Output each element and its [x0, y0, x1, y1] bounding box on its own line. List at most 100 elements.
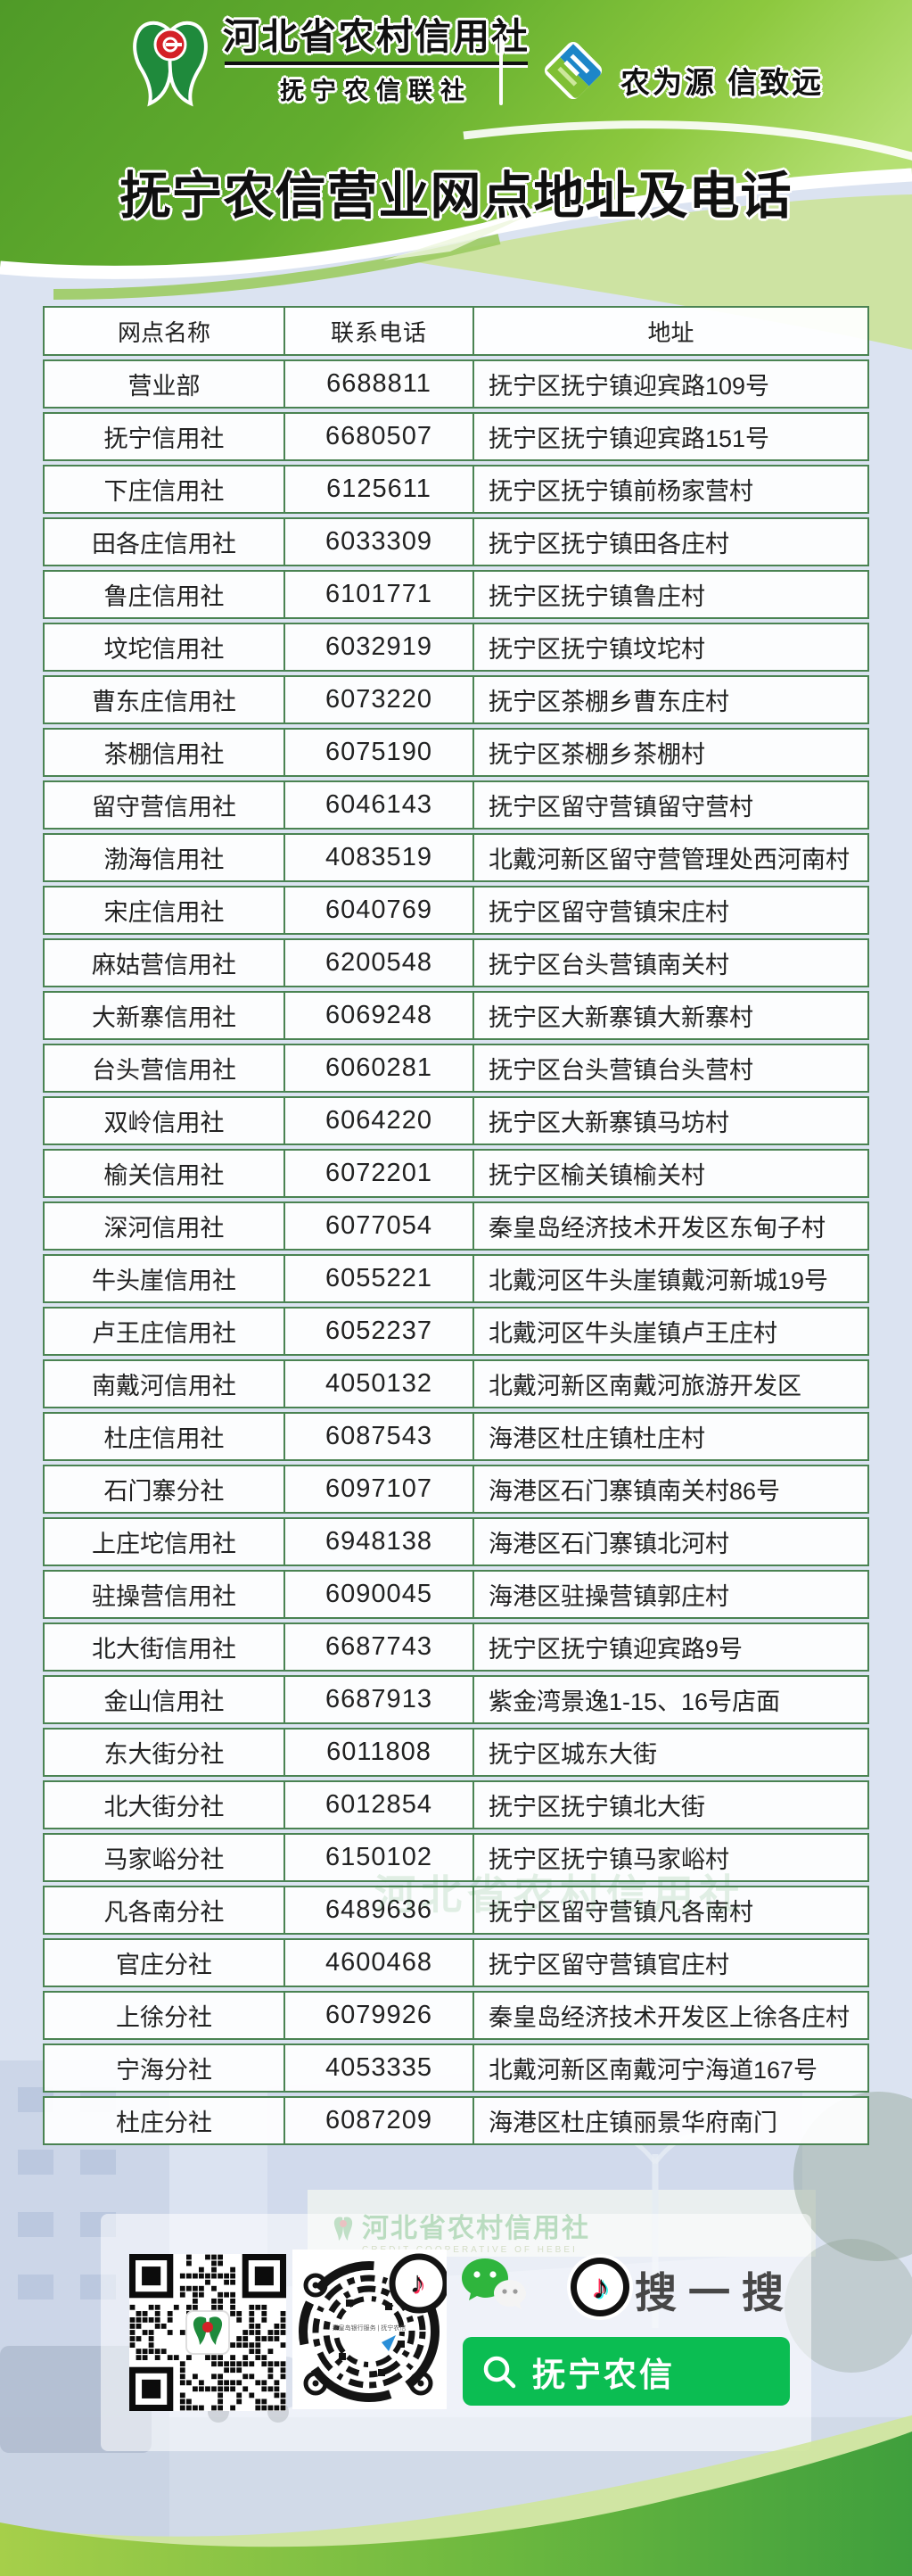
phone-cell: 6011808 — [283, 1730, 474, 1775]
address-cell: 北戴河新区南戴河旅游开发区 — [489, 1373, 801, 1399]
branch-name-cell: 牛头崖信用社 — [92, 1267, 236, 1294]
search-input[interactable]: 抚宁农信 — [463, 2337, 790, 2406]
branch-name-cell: 驻操营信用社 — [92, 1583, 236, 1610]
address-cell: 抚宁区抚宁镇坟坨村 — [489, 636, 705, 663]
branch-name-cell: 马家峪分社 — [103, 1846, 225, 1873]
address-cell: 抚宁区抚宁镇田各庄村 — [489, 531, 729, 557]
table-body: 营业部 6688811 抚宁区抚宁镇迎宾路109号 抚宁信用社 6680507 抚宁区抚宁… — [43, 359, 869, 2145]
search-icon — [483, 2356, 516, 2388]
phone-cell: 4600468 — [283, 1940, 474, 1986]
table-row: 坟坨信用社 6032919 抚宁区抚宁镇坟坨村 — [43, 623, 869, 672]
svg-text:秦皇岛银行服务 | 抚宁农信: 秦皇岛银行服务 | 抚宁农信 — [333, 2324, 407, 2332]
address-cell: 抚宁区抚宁镇前杨家营村 — [489, 478, 753, 505]
brand-slogan: 农为源 信致远 — [620, 66, 825, 99]
branch-name-cell: 台头营信用社 — [92, 1057, 236, 1084]
table-row: 大新寨信用社 6069248 抚宁区大新寨镇大新寨村 — [43, 991, 869, 1040]
table-row: 渤海信用社 4083519 北戴河新区留守营管理处西河南村 — [43, 833, 869, 882]
svg-text:♪: ♪ — [595, 2270, 612, 2308]
address-cell: 抚宁区大新寨镇大新寨村 — [489, 1004, 753, 1031]
table-row: 上徐分社 6079926 秦皇岛经济技术开发区上徐各庄村 — [43, 1991, 869, 2040]
branch-name-cell: 茶棚信用社 — [103, 741, 225, 768]
branch-name-cell: 宁海分社 — [116, 2057, 212, 2084]
address-cell: 抚宁区台头营镇南关村 — [489, 952, 729, 978]
address-cell: 海港区石门寨镇北河村 — [489, 1531, 729, 1557]
address-cell: 抚宁区抚宁镇北大街 — [489, 1794, 705, 1821]
svg-text:♪: ♪ — [591, 2268, 608, 2306]
branch-name-cell: 杜庄信用社 — [103, 1425, 225, 1452]
svg-text:♪: ♪ — [410, 2266, 425, 2299]
table-row: 营业部 6688811 抚宁区抚宁镇迎宾路109号 — [43, 359, 869, 409]
branch-name-cell: 凡各南分社 — [103, 1899, 225, 1926]
address-cell: 抚宁区茶棚乡曹东庄村 — [489, 689, 729, 715]
col-header-branch: 网点名称 — [117, 318, 210, 346]
branch-name-cell: 坟坨信用社 — [103, 636, 225, 663]
table-row: 石门寨分社 6097107 海港区石门寨镇南关村86号 — [43, 1465, 869, 1514]
table-row: 杜庄分社 6087209 海港区杜庄镇丽景华府南门 — [43, 2096, 869, 2145]
table-row: 官庄分社 4600468 抚宁区留守营镇官庄村 — [43, 1938, 869, 1987]
branch-name-cell: 渤海信用社 — [103, 846, 225, 873]
address-cell: 抚宁区留守营镇宋庄村 — [489, 899, 729, 926]
header-right-logo-group: 农为源 信致远 — [538, 36, 824, 105]
table-row: 北大街信用社 6687743 抚宁区抚宁镇迎宾路9号 — [43, 1622, 869, 1672]
address-cell: 抚宁区抚宁镇迎宾路109号 — [489, 373, 770, 400]
search-input-value: 抚宁农信 — [532, 2356, 675, 2393]
table-row: 东大街分社 6011808 抚宁区城东大街 — [43, 1728, 869, 1777]
table-row: 茶棚信用社 6075190 抚宁区茶棚乡茶棚村 — [43, 728, 869, 777]
bottom-wave-art — [0, 2415, 912, 2576]
address-cell: 北戴河新区南戴河宁海道167号 — [489, 2057, 818, 2084]
address-cell: 抚宁区留守营镇留守营村 — [489, 794, 753, 821]
phone-cell: 6687743 — [283, 1624, 474, 1670]
address-cell: 海港区驻操营镇郭庄村 — [489, 1583, 729, 1610]
org-title: 河北省农村信用社 — [223, 16, 530, 57]
branch-name-cell: 金山信用社 — [103, 1688, 225, 1715]
address-cell: 抚宁区抚宁镇迎宾路9号 — [489, 1636, 744, 1663]
address-cell: 抚宁区城东大街 — [489, 1741, 657, 1768]
branch-name-cell: 上徐分社 — [116, 2004, 212, 2031]
phone-cell: 6033309 — [283, 519, 474, 565]
phone-cell: 6060281 — [283, 1045, 474, 1091]
branch-name-cell: 宋庄信用社 — [103, 899, 225, 926]
branch-name-cell: 上庄坨信用社 — [92, 1531, 236, 1557]
branch-name-cell: 东大街分社 — [103, 1741, 225, 1768]
branch-name-cell: 南戴河信用社 — [92, 1373, 236, 1399]
table-row: 双岭信用社 6064220 抚宁区大新寨镇马坊村 — [43, 1096, 869, 1145]
address-cell: 海港区杜庄镇杜庄村 — [489, 1425, 705, 1452]
table-row: 上庄坨信用社 6948138 海港区石门寨镇北河村 — [43, 1517, 869, 1566]
branch-name-cell: 田各庄信用社 — [92, 531, 236, 557]
svg-text:♪: ♪ — [412, 2267, 427, 2301]
table-row: 卢王庄信用社 6052237 北戴河区牛头崖镇卢王庄村 — [43, 1307, 869, 1356]
phone-cell: 6032919 — [283, 624, 474, 670]
header-left-logo-group: 河北省农村信用社 抚宁农信联社 — [132, 16, 530, 107]
phone-cell: 6200548 — [283, 940, 474, 986]
address-cell: 抚宁区抚宁镇迎宾路151号 — [489, 425, 770, 452]
table-row: 马家峪分社 6150102 抚宁区抚宁镇马家峪村 — [43, 1833, 869, 1882]
branch-name-cell: 杜庄分社 — [116, 2110, 212, 2136]
address-cell: 抚宁区留守营镇凡各南村 — [489, 1899, 753, 1926]
table-row: 曹东庄信用社 6073220 抚宁区茶棚乡曹东庄村 — [43, 675, 869, 724]
branch-name-cell: 北大街分社 — [103, 1794, 225, 1821]
phone-cell: 6072201 — [283, 1151, 474, 1196]
phone-cell: 6073220 — [283, 677, 474, 722]
branch-name-cell: 双岭信用社 — [103, 1110, 225, 1136]
phone-cell: 6087543 — [283, 1414, 474, 1459]
address-cell: 紫金湾景逸1-15、16号店面 — [489, 1688, 781, 1715]
phone-cell: 6097107 — [283, 1466, 474, 1512]
address-cell: 秦皇岛经济技术开发区东甸子村 — [489, 1215, 826, 1242]
branch-table: 网点名称 联系电话 地址 营业部 6688811 抚宁区抚宁镇迎宾路109号 抚宁信用… — [43, 306, 869, 2145]
table-row: 凡各南分社 6489636 抚宁区留守营镇凡各南村 — [43, 1886, 869, 1935]
table-row: 榆关信用社 6072201 抚宁区榆关镇榆关村 — [43, 1149, 869, 1198]
col-header-address: 地址 — [647, 318, 694, 346]
address-cell: 抚宁区抚宁镇马家峪村 — [489, 1846, 729, 1873]
phone-cell: 6948138 — [283, 1519, 474, 1565]
address-cell: 海港区石门寨镇南关村86号 — [489, 1478, 781, 1505]
table-row: 南戴河信用社 4050132 北戴河新区南戴河旅游开发区 — [43, 1359, 869, 1408]
circular-qr-code: 秦皇岛银行服务 | 抚宁农信 ♪ ♪ — [292, 2250, 447, 2409]
table-row: 留守营信用社 6046143 抚宁区留守营镇留守营村 — [43, 780, 869, 830]
branch-name-cell: 曹东庄信用社 — [92, 689, 236, 715]
table-row: 鲁庄信用社 6101771 抚宁区抚宁镇鲁庄村 — [43, 570, 869, 619]
branch-name-cell: 北大街信用社 — [92, 1636, 236, 1663]
branch-name-cell: 抚宁信用社 — [103, 425, 225, 452]
table-row: 宋庄信用社 6040769 抚宁区留守营镇宋庄村 — [43, 886, 869, 935]
phone-cell: 6069248 — [283, 993, 474, 1038]
phone-cell: 6046143 — [283, 782, 474, 828]
